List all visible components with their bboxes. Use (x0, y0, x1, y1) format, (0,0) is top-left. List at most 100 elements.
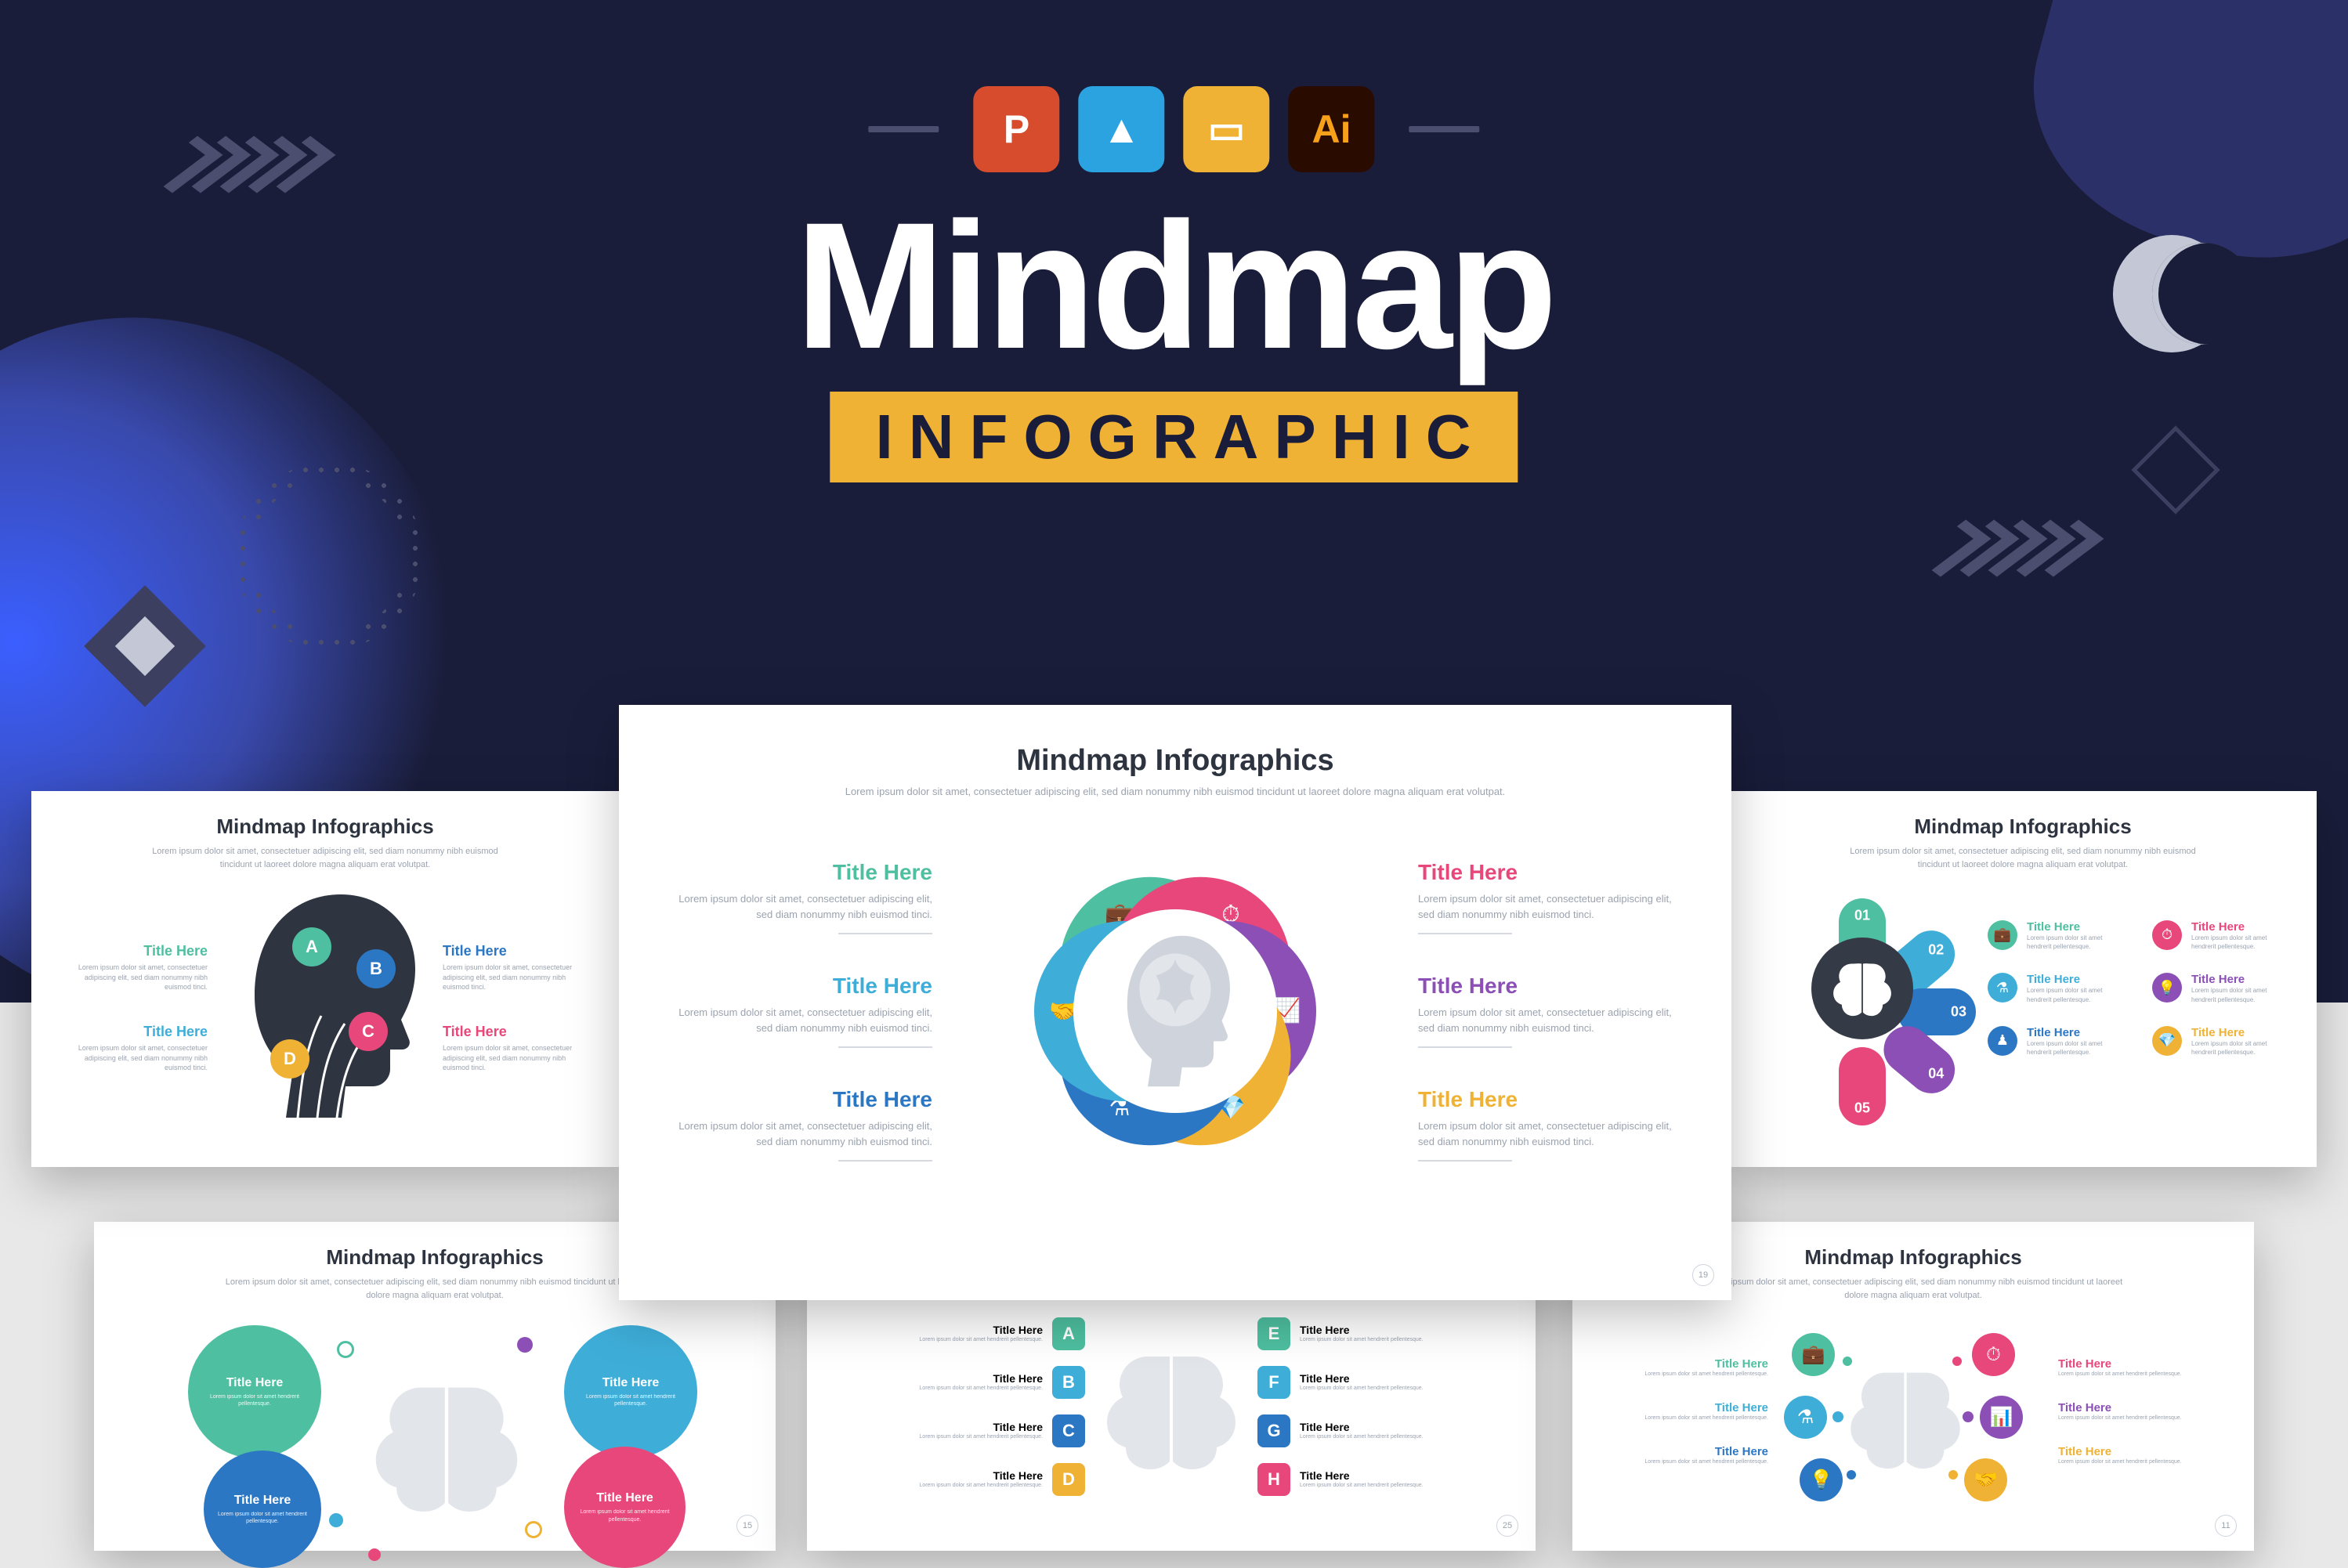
slide-title: Mindmap Infographics (63, 815, 588, 839)
app-icon-row: P▲▭Ai (795, 86, 1553, 172)
header: P▲▭Ai Mindmap INFOGRAPHIC (795, 86, 1553, 482)
item-body: Lorem ipsum dolor sit amet, consectetuer… (666, 1118, 932, 1149)
info-item: Title Here Lorem ipsum dolor sit amet, c… (666, 974, 932, 1048)
circle-icon: 💼 (1792, 1333, 1835, 1376)
letter-badge: F (1257, 1366, 1290, 1399)
bubble-item: Title HereLorem ipsum dolor sit amet hen… (564, 1325, 697, 1458)
info-item: Title HereLorem ipsum dolor sit amet, co… (63, 1024, 208, 1073)
head-silhouette-icon (1105, 929, 1246, 1093)
info-item: HTitle HereLorem ipsum dolor sit amet he… (1257, 1463, 1469, 1496)
brain-outline-icon (1093, 1340, 1250, 1473)
letter-badge: G (1257, 1414, 1290, 1447)
letter-badge: D (1052, 1463, 1085, 1496)
info-item: ♟Title HereLorem ipsum dolor sit amet he… (1988, 1026, 2121, 1057)
info-item: Title Here Lorem ipsum dolor sit amet, c… (666, 860, 932, 934)
letter-badge: E (1257, 1317, 1290, 1350)
item-title: Title Here (666, 974, 932, 999)
slide-title: Mindmap Infographics (1760, 815, 2285, 839)
slide-title: Mindmap Infographics (666, 744, 1684, 778)
info-item: Title Here Lorem ipsum dolor sit amet, c… (1418, 860, 1684, 934)
main-title: Mindmap (795, 196, 1553, 376)
deco-dot (1963, 1411, 1974, 1422)
info-item: ATitle HereLorem ipsum dolor sit amet he… (874, 1317, 1085, 1350)
letter-badge: H (1257, 1463, 1290, 1496)
info-item: BTitle HereLorem ipsum dolor sit amet he… (874, 1366, 1085, 1399)
info-item: Title HereLorem ipsum dolor sit amet hen… (2058, 1445, 2223, 1465)
info-item: Title HereLorem ipsum dolor sit amet, co… (443, 1024, 588, 1073)
slide-subtitle: Lorem ipsum dolor sit amet, consectetuer… (1840, 845, 2207, 871)
letter-badge: A (292, 927, 331, 966)
subtitle-badge: INFOGRAPHIC (830, 392, 1518, 482)
bubble-item: Title HereLorem ipsum dolor sit amet hen… (564, 1447, 686, 1568)
circle-icon: ⚗ (1784, 1396, 1827, 1439)
letter-badge: C (349, 1012, 388, 1051)
info-item: 💼Title HereLorem ipsum dolor sit amet he… (1988, 920, 2121, 951)
letter-badge: B (1052, 1366, 1085, 1399)
ring-center (1073, 909, 1277, 1113)
info-item: Title HereLorem ipsum dolor sit amet hen… (2058, 1401, 2223, 1422)
keynote-icon: ▲ (1079, 86, 1165, 172)
powerpoint-icon: P (974, 86, 1060, 172)
letter-badge: A (1052, 1317, 1085, 1350)
item-title: Title Here (1418, 860, 1684, 885)
deco-diamond-outline (2131, 425, 2220, 514)
circle-icon: ⏱ (1972, 1333, 2015, 1376)
item-body: Lorem ipsum dolor sit amet, consectetuer… (1418, 1005, 1684, 1035)
info-item: Title Here Lorem ipsum dolor sit amet, c… (1418, 1087, 1684, 1162)
deco-dot (368, 1548, 381, 1561)
item-body: Lorem ipsum dolor sit amet, consectetuer… (1418, 891, 1684, 922)
deco-dot (525, 1521, 542, 1538)
slide-subtitle: Lorem ipsum dolor sit amet, consectetuer… (219, 1276, 652, 1302)
deco-dot (337, 1341, 354, 1358)
brain-outline-icon (1839, 1360, 1972, 1470)
item-body: Lorem ipsum dolor sit amet, consectetuer… (666, 891, 932, 922)
brain-icon (1811, 938, 1913, 1039)
page-number: 19 (1692, 1264, 1714, 1286)
info-item: Title Here Lorem ipsum dolor sit amet, c… (1418, 974, 1684, 1048)
deco-dot (1843, 1357, 1852, 1366)
deco-dot (1952, 1357, 1962, 1366)
bubble-item: Title HereLorem ipsum dolor sit amet hen… (188, 1325, 321, 1458)
info-item: 💡Title HereLorem ipsum dolor sit amet he… (2152, 973, 2285, 1003)
slide-head-profile: Mindmap Infographics Lorem ipsum dolor s… (31, 791, 619, 1167)
page-number: 25 (1496, 1515, 1518, 1537)
item-icon: 💼 (1988, 920, 2017, 950)
item-title: Title Here (666, 860, 932, 885)
info-item: Title HereLorem ipsum dolor sit amet, co… (443, 943, 588, 992)
info-item: CTitle HereLorem ipsum dolor sit amet he… (874, 1414, 1085, 1447)
item-body: Lorem ipsum dolor sit amet, consectetuer… (666, 1005, 932, 1035)
item-icon: ⏱ (2152, 920, 2182, 950)
slides-icon: ▭ (1184, 86, 1270, 172)
page-number: 15 (736, 1515, 758, 1537)
page-number: 11 (2215, 1515, 2237, 1537)
head-profile-graphic: ABC D (223, 887, 427, 1129)
circle-icon: 💡 (1800, 1458, 1843, 1501)
brain-outline-icon (360, 1372, 533, 1513)
info-item: FTitle HereLorem ipsum dolor sit amet he… (1257, 1366, 1469, 1399)
ring-diagram: 💼⏱📈💎⚗🤝 (987, 823, 1363, 1199)
info-item: ⚗Title HereLorem ipsum dolor sit amet he… (1988, 973, 2121, 1003)
info-item: ETitle HereLorem ipsum dolor sit amet he… (1257, 1317, 1469, 1350)
letter-badge: C (1052, 1414, 1085, 1447)
flower-petal: 05 (1839, 1047, 1886, 1125)
flower-diagram: 0102030405 (1760, 887, 1964, 1090)
info-item: Title HereLorem ipsum dolor sit amet hen… (1604, 1401, 1768, 1422)
slide-flower: Mindmap Infographics Lorem ipsum dolor s… (1729, 791, 2317, 1167)
deco-dot (517, 1337, 533, 1353)
letter-badge: B (356, 949, 396, 988)
item-body: Lorem ipsum dolor sit amet, consectetuer… (1418, 1118, 1684, 1149)
circle-icon: 🤝 (1964, 1458, 2007, 1501)
info-item: DTitle HereLorem ipsum dolor sit amet he… (874, 1463, 1085, 1496)
deco-dot (1948, 1470, 1958, 1479)
slide-subtitle: Lorem ipsum dolor sit amet, consectetuer… (1697, 1276, 2130, 1302)
illustrator-icon: Ai (1289, 86, 1375, 172)
brain-icon-cluster: 💼⏱⚗📊💡🤝 (1784, 1317, 2042, 1505)
letter-badge: D (270, 1039, 309, 1078)
item-title: Title Here (1418, 974, 1684, 999)
deco-dash (869, 126, 939, 132)
bubble-item: Title HereLorem ipsum dolor sit amet hen… (204, 1451, 321, 1568)
deco-dot (1832, 1411, 1843, 1422)
info-item: Title HereLorem ipsum dolor sit amet hen… (1604, 1357, 1768, 1378)
deco-dot (329, 1513, 343, 1527)
deco-chevrons-right (1941, 517, 2082, 580)
